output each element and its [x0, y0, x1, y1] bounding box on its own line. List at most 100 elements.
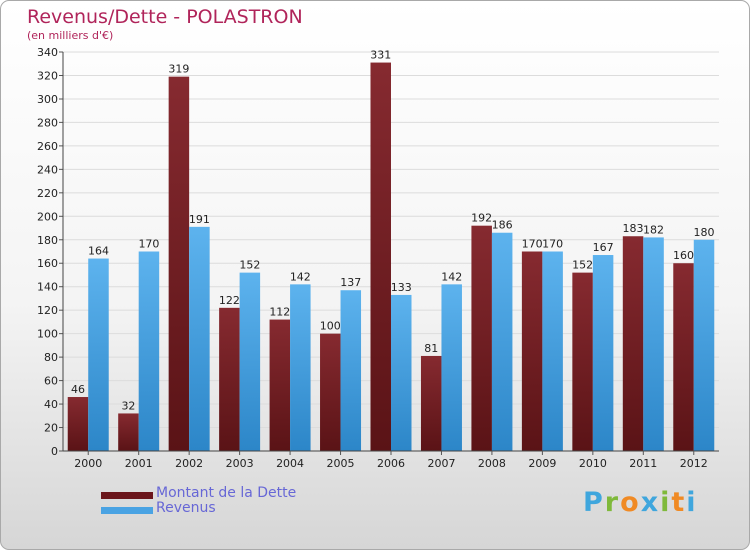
bar-revenus — [189, 226, 210, 451]
logo-letter: t — [671, 487, 687, 518]
data-label-dette: 183 — [623, 222, 644, 235]
y-tick-label: 100 — [37, 328, 58, 341]
data-label-revenus: 137 — [340, 276, 361, 289]
data-label-dette: 32 — [121, 399, 135, 412]
bar-dette — [420, 355, 442, 451]
data-label-revenus: 152 — [239, 259, 260, 272]
data-label-revenus: 180 — [694, 226, 715, 239]
bar-revenus — [643, 237, 664, 451]
bar-dette — [370, 62, 391, 451]
data-label-revenus: 191 — [189, 213, 210, 226]
bar-revenus — [138, 251, 160, 451]
logo-letter: i — [660, 487, 672, 518]
y-tick-label: 240 — [37, 163, 58, 176]
y-tick-label: 200 — [37, 210, 58, 223]
y-tick-label: 80 — [44, 351, 58, 364]
bar-dette — [219, 307, 240, 451]
data-label-dette: 331 — [370, 49, 391, 62]
bar-revenus — [340, 290, 362, 451]
bar-revenus — [491, 232, 513, 451]
x-tick-label: 2007 — [427, 457, 455, 470]
data-label-dette: 319 — [168, 63, 189, 76]
x-tick-label: 2010 — [579, 457, 607, 470]
y-tick-label: 120 — [37, 304, 58, 317]
x-tick-label: 2005 — [327, 457, 355, 470]
y-tick-label: 140 — [37, 281, 58, 294]
bar-revenus — [693, 239, 715, 451]
proxiti-logo: Proxiti — [583, 487, 698, 518]
y-tick-label: 220 — [37, 187, 58, 200]
data-label-dette: 46 — [71, 383, 85, 396]
data-label-dette: 100 — [320, 320, 341, 333]
data-label-dette: 81 — [424, 342, 438, 355]
data-label-dette: 192 — [471, 212, 492, 225]
legend-swatch-dette — [101, 492, 153, 499]
x-tick-label: 2004 — [276, 457, 304, 470]
logo-letter: o — [620, 487, 641, 518]
y-tick-label: 20 — [44, 422, 58, 435]
y-tick-label: 320 — [37, 69, 58, 82]
bar-dette — [622, 236, 644, 451]
bar-dette — [67, 397, 89, 451]
x-tick-label: 2011 — [629, 457, 657, 470]
y-tick-label: 180 — [37, 234, 58, 247]
x-tick-label: 2003 — [226, 457, 254, 470]
x-tick-label: 2009 — [528, 457, 556, 470]
bar-dette — [673, 263, 694, 451]
bar-revenus — [391, 294, 412, 451]
bars: 46 164 32 170 319 191 122 152 112 142 100 137 331 133… — [67, 49, 715, 452]
data-label-revenus: 170 — [138, 238, 159, 251]
data-label-revenus: 182 — [643, 223, 664, 236]
data-label-dette: 122 — [219, 294, 240, 307]
y-tick-label: 160 — [37, 257, 58, 270]
data-label-revenus: 142 — [441, 270, 462, 283]
y-tick-label: 40 — [44, 398, 58, 411]
data-label-revenus: 167 — [593, 241, 614, 254]
data-label-revenus: 170 — [542, 238, 563, 251]
data-label-dette: 170 — [522, 238, 543, 251]
bar-revenus — [542, 251, 563, 451]
bar-dette — [118, 413, 139, 451]
logo-letter: r — [604, 487, 621, 518]
bar-dette — [521, 251, 543, 451]
data-label-dette: 160 — [673, 249, 694, 262]
x-tick-label: 2001 — [125, 457, 153, 470]
bar-revenus — [592, 255, 614, 451]
legend-label-dette: Montant de la Dette — [156, 485, 297, 501]
y-tick-label: 60 — [44, 375, 58, 388]
bar-dette — [269, 319, 291, 451]
y-tick-label: 340 — [37, 46, 58, 59]
y-tick-label: 0 — [51, 445, 58, 458]
data-label-revenus: 164 — [88, 245, 109, 258]
bar-dette — [471, 225, 492, 451]
bar-revenus — [239, 272, 261, 451]
bar-dette — [168, 76, 190, 452]
logo-letter: P — [583, 487, 605, 518]
legend-label-revenus: Revenus — [156, 500, 216, 516]
x-tick-label: 2000 — [74, 457, 102, 470]
x-tick-label: 2012 — [680, 457, 708, 470]
bar-revenus — [88, 258, 109, 451]
data-label-dette: 112 — [269, 306, 290, 319]
y-tick-label: 300 — [37, 93, 58, 106]
data-label-revenus: 133 — [391, 281, 412, 294]
x-tick-label: 2002 — [175, 457, 203, 470]
logo-letter: i — [686, 487, 698, 518]
x-tick-label: 2008 — [478, 457, 506, 470]
x-tick-label: 2006 — [377, 457, 405, 470]
axes: 0204060801001201401601802002202402602803… — [37, 46, 719, 470]
bar-dette — [572, 272, 593, 451]
y-tick-label: 260 — [37, 140, 58, 153]
chart-title: Revenus/Dette - POLASTRON — [27, 6, 303, 28]
data-label-dette: 152 — [572, 259, 593, 272]
bar-dette — [320, 333, 341, 451]
logo-letter: x — [640, 487, 661, 518]
bar-revenus — [441, 284, 462, 451]
legend-swatch-revenus — [101, 507, 153, 514]
y-tick-label: 280 — [37, 116, 58, 129]
bar-revenus — [290, 284, 311, 451]
data-label-revenus: 142 — [290, 270, 311, 283]
chart-subtitle: (en milliers d'€) — [27, 29, 114, 42]
